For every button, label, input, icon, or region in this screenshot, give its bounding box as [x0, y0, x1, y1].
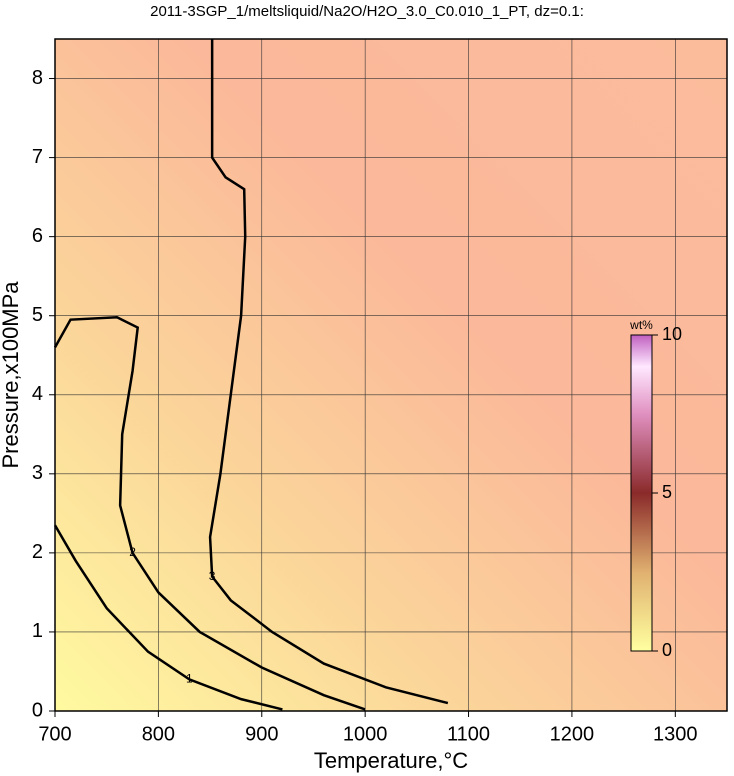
y-tick-label: 4 — [32, 383, 43, 405]
colorbar — [630, 334, 653, 652]
contour-label: 1 — [186, 672, 193, 686]
y-tick-label: 6 — [32, 225, 43, 247]
x-tick-label: 800 — [142, 723, 175, 745]
y-tick-label: 3 — [32, 462, 43, 484]
plot-frame — [54, 38, 728, 712]
y-tick-label: 1 — [32, 620, 43, 642]
y-tick-label: 7 — [32, 146, 43, 168]
colorbar-label: wt% — [629, 318, 653, 332]
y-tick-label: 2 — [32, 541, 43, 563]
x-tick-label: 1200 — [550, 723, 595, 745]
contour-line — [53, 524, 283, 711]
x-tick-label: 900 — [245, 723, 278, 745]
y-tick-label: 8 — [32, 67, 43, 89]
x-tick-label: 1000 — [343, 723, 388, 745]
colorbar-tick-label: 0 — [662, 640, 672, 660]
chart-title: 2011-3SGP_1/meltsliquid/Na2O/H2O_3.0_C0.… — [150, 3, 584, 20]
x-tick-label: 700 — [38, 723, 71, 745]
x-axis-label: Temperature,°C — [314, 748, 468, 773]
y-tick-label: 5 — [32, 304, 43, 326]
contour-label: 2 — [129, 545, 136, 559]
contour-line — [208, 39, 449, 705]
colorbar-tick-label: 10 — [662, 324, 682, 344]
x-tick-label: 1300 — [653, 723, 698, 745]
plot-background — [55, 39, 727, 711]
colorbar-tick-label: 5 — [662, 482, 672, 502]
y-axis-label: Pressure,x100MPa — [0, 281, 23, 469]
contour-label: 3 — [209, 569, 216, 583]
y-tick-label: 0 — [32, 699, 43, 721]
x-tick-label: 1100 — [447, 723, 490, 745]
contour-line — [53, 316, 366, 711]
